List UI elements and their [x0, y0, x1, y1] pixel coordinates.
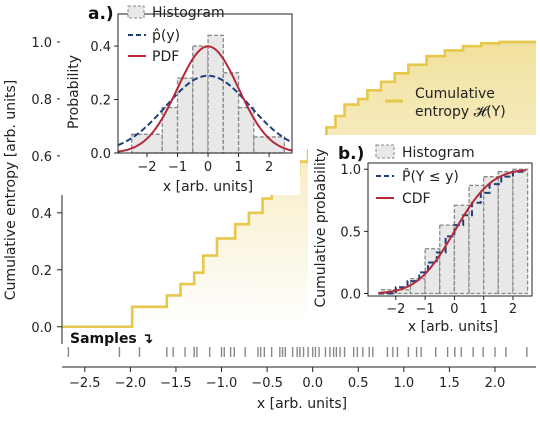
inset-a-x-tick-label: −2: [137, 160, 156, 175]
inset-b-y-tick-label: 1.0: [340, 163, 361, 178]
samples-label: Samples ↴: [70, 331, 153, 347]
inset-b-y-ticks: 0.0 0.5 1.0: [340, 163, 368, 303]
main-x-tick-label: −2.0: [115, 376, 147, 391]
inset-a-series-estimate: [117, 74, 293, 147]
inset-a-x-tick-label: 0: [204, 160, 212, 175]
inset-a-legend-hist-swatch: [127, 5, 145, 19]
main-x-tick-label: 0.5: [348, 376, 369, 391]
inset-b-x-tick-label: −1: [416, 302, 435, 317]
inset-b-legend: Histogram P̂(Y ≤ y) CDF: [375, 144, 475, 207]
main-x-tick-label: −1.0: [206, 376, 238, 391]
inset-a-legend-pdf-label: PDF: [152, 49, 179, 65]
inset-a-y-ticks: 0.0 0.2 0.4: [90, 40, 118, 162]
main-x-tick-label: 1.5: [439, 376, 460, 391]
main-y-tick-label: 0.6: [31, 150, 52, 165]
inset-a-legend-hist-label: Histogram: [152, 5, 225, 21]
inset-b-legend-estimate-label: P̂(Y ≤ y): [402, 168, 459, 185]
inset-a-hist-bar: [131, 133, 163, 154]
inset-a-x-axis-label: x [arb. units]: [163, 179, 253, 195]
inset-a-x-tick-label: −1: [168, 160, 187, 175]
inset-b-hist-bar: [497, 171, 514, 295]
inset-a-panel-label: a.): [88, 4, 114, 24]
inset-b-legend-cdf-label: CDF: [402, 191, 431, 207]
inset-b-frame: [367, 162, 533, 297]
inset-a-hist-bar: [192, 45, 209, 154]
inset-b-y-tick-label: 0.0: [340, 288, 361, 303]
main-y-axis-label: Cumulative entropy [arb. units]: [3, 80, 19, 300]
inset-b-panel: −2 −1 0 1 2 0.0 0.5 1.0 x [arb. units] Cumulat…: [308, 135, 540, 341]
inset-b-legend-hist-swatch: [375, 144, 395, 159]
main-y-tick-label: 0.0: [31, 321, 52, 336]
inset-b-panel-label: b.): [338, 144, 364, 164]
main-y-tick-label: 1.0: [31, 36, 52, 51]
inset-b-hist-bar: [453, 204, 470, 295]
inset-a-curves: [117, 45, 293, 153]
inset-a-frame: [117, 13, 293, 154]
inset-b-x-ticks: −2 −1 0 1 2: [386, 296, 517, 317]
main-x-tick-label: −1.5: [160, 376, 192, 391]
inset-b-x-tick-label: 0: [450, 302, 458, 317]
inset-a-legend-estimate-label: p̂(y): [152, 28, 180, 44]
inset-a-series-pdf: [117, 45, 293, 153]
inset-b-legend-hist-label: Histogram: [402, 145, 475, 161]
main-x-axis-label: x [arb. units]: [257, 396, 347, 412]
main-x-tick-label: 1.0: [393, 376, 414, 391]
main-y-tick-label: 0.8: [31, 93, 52, 108]
inset-b-series-cdf: [378, 169, 527, 294]
samples-rug: [67, 347, 528, 357]
main-x-tick-label: −2.5: [69, 376, 101, 391]
inset-b-curves: [378, 169, 527, 295]
inset-b-hist-bar: [483, 176, 499, 295]
inset-a-y-tick-label: 0.2: [90, 94, 111, 109]
inset-a-hist-bar: [207, 34, 224, 154]
inset-a-y-tick-label: 0.0: [90, 147, 111, 162]
inset-b-x-tick-label: 1: [480, 302, 488, 317]
inset-b-y-axis-label: Cumulative probability: [313, 148, 329, 307]
main-x-ticks: −2.5 −2.0 −1.5 −1.0 −0.5 0.0 0.5 1.0 1.5 2.0: [69, 367, 505, 391]
inset-a-x-tick-label: 2: [265, 160, 273, 175]
inset-a-x-tick-label: 1: [234, 160, 242, 175]
inset-b-x-tick-label: 2: [509, 302, 517, 317]
inset-b-x-axis-label: x [arb. units]: [408, 319, 498, 335]
inset-a-y-tick-label: 0.4: [90, 40, 111, 55]
main-x-tick-label: −0.5: [251, 376, 283, 391]
inset-a-y-axis-label: Probability: [66, 55, 82, 129]
inset-b-y-tick-label: 0.5: [340, 225, 361, 240]
inset-b-axes: [367, 162, 533, 297]
main-x-tick-label: 0.0: [302, 376, 323, 391]
inset-a-axes: [117, 13, 293, 154]
main-y-tick-label: 0.2: [31, 264, 52, 279]
inset-a-hist-bar: [176, 77, 194, 154]
main-legend-line1: Cumulative: [415, 86, 495, 102]
inset-a-panel: −2 −1 0 1 2 0.0 0.2 0.4 x [arb. units] Probabi…: [60, 0, 300, 195]
main-legend-line2: entropy 𝓗(Y): [415, 104, 506, 120]
inset-b-hist-bar: [512, 168, 529, 295]
inset-b-x-tick-label: −2: [386, 302, 405, 317]
inset-a-x-ticks: −2 −1 0 1 2: [137, 153, 273, 175]
main-x-tick-label: 2.0: [485, 376, 506, 391]
main-y-tick-label: 0.4: [31, 207, 52, 222]
inset-a-legend: Histogram p̂(y) PDF: [127, 5, 225, 65]
main-y-ticks: 0.0 0.2 0.4 0.6 0.8 1.0: [31, 36, 62, 336]
